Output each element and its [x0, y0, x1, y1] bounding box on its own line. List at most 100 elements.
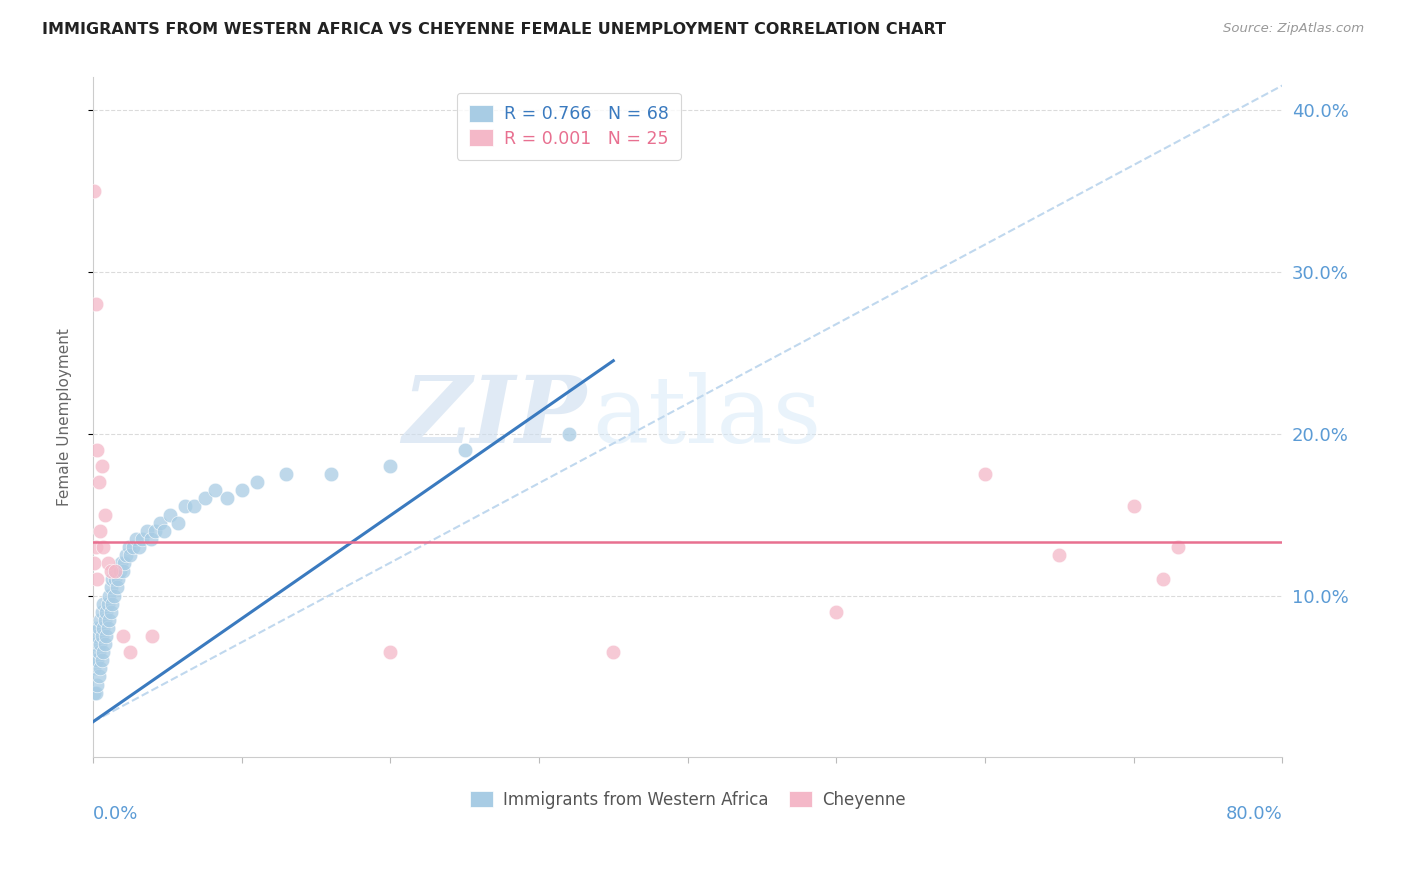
Point: [83, 637, 105, 651]
Point: [86, 572, 108, 586]
Point: [90, 629, 112, 643]
Point: [1167, 540, 1189, 554]
Point: [96, 605, 118, 619]
Point: [83, 556, 105, 570]
Point: [89, 613, 111, 627]
Point: [557, 426, 579, 441]
Point: [100, 581, 122, 595]
Point: [93, 645, 115, 659]
Point: [89, 637, 111, 651]
Point: [83, 661, 105, 675]
Point: [131, 532, 153, 546]
Point: [93, 621, 115, 635]
Point: [215, 491, 238, 506]
Point: [974, 467, 997, 481]
Point: [100, 564, 122, 578]
Text: ZIP: ZIP: [402, 373, 586, 462]
Point: [87, 669, 110, 683]
Point: [112, 556, 135, 570]
Point: [90, 458, 112, 473]
Point: [86, 442, 108, 457]
Point: [97, 556, 120, 570]
Point: [120, 548, 142, 562]
Point: [166, 516, 188, 530]
Point: [104, 564, 127, 578]
Point: [94, 613, 117, 627]
Point: [141, 629, 163, 643]
Point: [108, 564, 131, 578]
Point: [97, 597, 120, 611]
Point: [125, 532, 148, 546]
Point: [98, 613, 121, 627]
Point: [174, 500, 197, 514]
Point: [1047, 548, 1070, 562]
Point: [93, 597, 115, 611]
Point: [96, 629, 118, 643]
Point: [101, 597, 124, 611]
Point: [103, 589, 125, 603]
Point: [276, 467, 298, 481]
Point: [89, 524, 111, 538]
Text: Source: ZipAtlas.com: Source: ZipAtlas.com: [1223, 22, 1364, 36]
Point: [319, 467, 342, 481]
Point: [111, 564, 134, 578]
Point: [86, 677, 108, 691]
Point: [380, 458, 402, 473]
Point: [83, 184, 105, 198]
Point: [231, 483, 253, 498]
Y-axis label: Female Unemployment: Female Unemployment: [58, 328, 72, 507]
Point: [84, 297, 107, 311]
Point: [86, 653, 108, 667]
Point: [120, 645, 142, 659]
Text: atlas: atlas: [592, 373, 821, 462]
Point: [139, 532, 162, 546]
Point: [114, 548, 136, 562]
Point: [89, 661, 111, 675]
Point: [1122, 500, 1144, 514]
Point: [1152, 572, 1174, 586]
Point: [135, 524, 157, 538]
Point: [84, 540, 107, 554]
Point: [98, 589, 121, 603]
Point: [87, 621, 110, 635]
Point: [94, 637, 117, 651]
Point: [111, 629, 134, 643]
Point: [97, 621, 120, 635]
Point: [245, 475, 267, 490]
Point: [145, 524, 167, 538]
Point: [100, 605, 122, 619]
Point: [103, 564, 125, 578]
Text: 80.0%: 80.0%: [1226, 805, 1282, 823]
Point: [453, 442, 475, 457]
Point: [110, 556, 132, 570]
Point: [602, 645, 624, 659]
Point: [153, 524, 176, 538]
Text: IMMIGRANTS FROM WESTERN AFRICA VS CHEYENNE FEMALE UNEMPLOYMENT CORRELATION CHART: IMMIGRANTS FROM WESTERN AFRICA VS CHEYEN…: [42, 22, 946, 37]
Point: [128, 540, 150, 554]
Point: [204, 483, 226, 498]
Point: [90, 653, 112, 667]
Point: [87, 475, 110, 490]
Point: [105, 581, 128, 595]
Point: [183, 500, 205, 514]
Point: [84, 686, 107, 700]
Point: [104, 572, 127, 586]
Point: [159, 508, 181, 522]
Point: [149, 516, 172, 530]
Point: [94, 508, 117, 522]
Point: [107, 572, 129, 586]
Point: [122, 540, 145, 554]
Point: [825, 605, 848, 619]
Point: [93, 540, 115, 554]
Point: [90, 605, 112, 619]
Legend: Immigrants from Western Africa, Cheyenne: Immigrants from Western Africa, Cheyenne: [461, 782, 914, 817]
Point: [193, 491, 215, 506]
Point: [84, 653, 107, 667]
Text: 0.0%: 0.0%: [93, 805, 138, 823]
Point: [118, 540, 141, 554]
Point: [380, 645, 402, 659]
Point: [86, 629, 108, 643]
Point: [101, 572, 124, 586]
Point: [83, 686, 105, 700]
Point: [87, 645, 110, 659]
